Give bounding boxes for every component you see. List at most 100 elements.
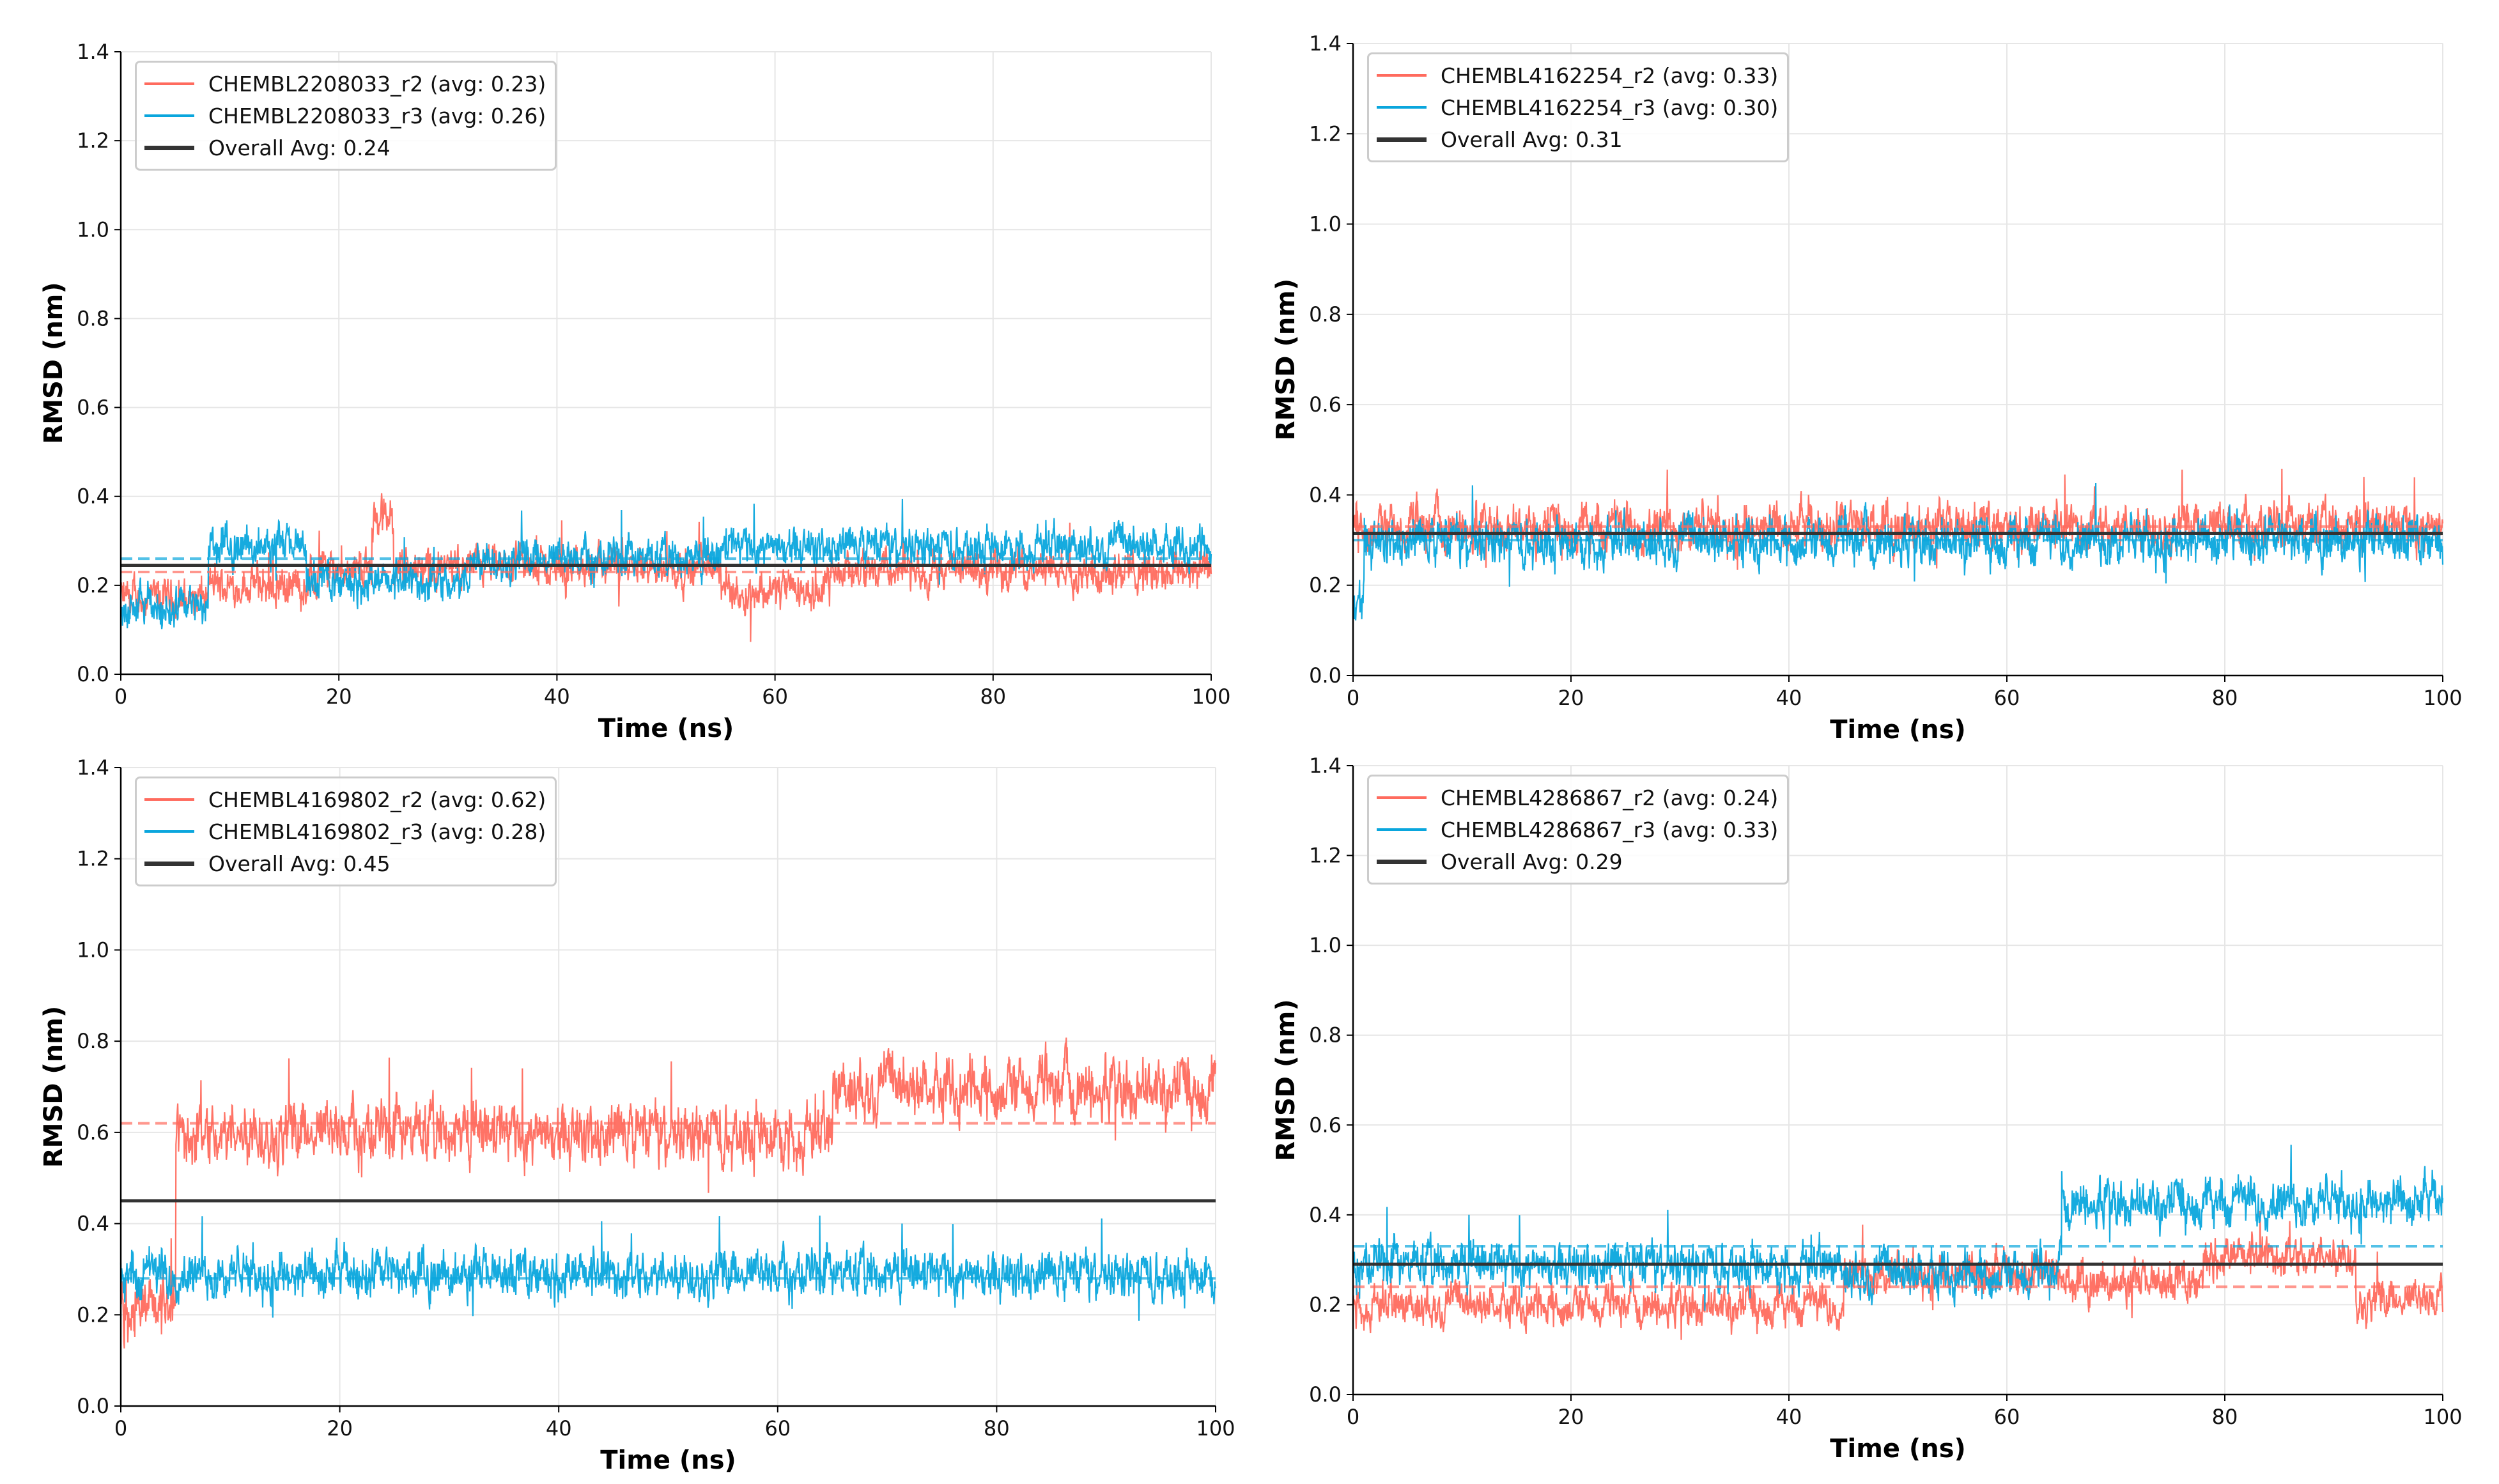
legend-item-r3: CHEMBL4286867_r3 (avg: 0.33) [1377,814,1778,846]
y-tick-label: 0.4 [77,1212,109,1236]
y-tick-label: 1.0 [1309,212,1342,236]
y-tick-label: 1.2 [77,128,109,153]
legend-swatch [1377,74,1427,77]
y-tick-label: 0.8 [1309,1023,1342,1047]
legend: CHEMBL2208033_r2 (avg: 0.23) CHEMBL220803… [135,61,557,171]
legend-label: Overall Avg: 0.31 [1441,127,1623,152]
x-tick-label: 80 [980,684,1006,709]
plot-area: 0.0 0.2 0.4 0.6 0.8 1.0 1.2 1.4 0 20 40 60 80 100 Time… [39,40,1231,743]
x-tick-label: 60 [762,684,788,709]
x-axis-label: Time (ns) [598,714,734,743]
x-tick-label: 0 [114,1416,127,1441]
series-line-r3 [1352,1145,2444,1311]
y-tick-label: 0.4 [1309,1203,1342,1227]
y-tick-label: 0.8 [1309,302,1342,327]
legend-item-r2: CHEMBL4169802_r2 (avg: 0.62) [144,784,546,815]
legend-swatch [1377,796,1427,799]
y-tick-label: 0.8 [77,1029,109,1053]
legend-label: Overall Avg: 0.24 [208,135,391,160]
plot-area: 0.0 0.2 0.4 0.6 0.8 1.0 1.2 1.4 0 20 40 60 80 100 Time… [39,755,1235,1475]
y-tick-label: 1.0 [77,217,109,242]
y-tick-label: 0.0 [77,1394,109,1418]
legend-item-overall-avg: Overall Avg: 0.24 [144,132,546,164]
legend-swatch [144,82,194,85]
legend-swatch [1377,859,1427,864]
legend-item-overall-avg: Overall Avg: 0.45 [144,847,546,879]
y-axis-label: RMSD (nm) [39,282,68,444]
legend: CHEMBL4162254_r2 (avg: 0.33) CHEMBL416225… [1367,52,1790,162]
legend-label: CHEMBL4169802_r2 (avg: 0.62) [208,787,546,812]
y-tick-label: 1.0 [77,938,109,962]
legend-label: Overall Avg: 0.45 [208,851,391,876]
x-tick-label: 80 [984,1416,1010,1441]
y-tick-label: 0.6 [1309,392,1342,417]
legend: CHEMBL4169802_r2 (avg: 0.62) CHEMBL416980… [135,777,557,886]
x-tick-label: 20 [1558,686,1584,710]
y-tick-label: 0.4 [77,484,109,509]
y-tick-label: 0.4 [1309,483,1342,507]
legend-label: CHEMBL4162254_r3 (avg: 0.30) [1441,95,1779,120]
y-tick-label: 0.6 [77,396,109,420]
legend-item-r3: CHEMBL2208033_r3 (avg: 0.26) [144,100,546,132]
series-line-r3 [120,1215,1217,1321]
x-tick-label: 20 [1558,1405,1584,1429]
x-tick-label: 100 [1191,684,1230,709]
x-axis-label: Time (ns) [1830,1434,1966,1464]
x-tick-label: 0 [1347,686,1359,710]
series-line-r2 [120,1037,1217,1349]
legend-label: CHEMBL4162254_r2 (avg: 0.33) [1441,63,1779,88]
chart-panel-3: 0.0 0.2 0.4 0.6 0.8 1.0 1.2 1.4 0 20 40 60 80 100 Time… [39,755,1235,1475]
y-tick-label: 0.0 [1309,663,1342,688]
legend-item-r2: CHEMBL4286867_r2 (avg: 0.24) [1377,782,1778,814]
x-tick-label: 40 [1776,1405,1802,1429]
legend-item-r3: CHEMBL4162254_r3 (avg: 0.30) [1377,91,1778,123]
y-tick-label: 0.2 [77,573,109,598]
y-tick-label: 0.8 [77,306,109,330]
x-axis-label: Time (ns) [1830,715,1966,745]
y-tick-label: 0.2 [1309,573,1342,598]
series-line-r3 [1352,483,2444,621]
legend-label: Overall Avg: 0.29 [1441,849,1623,874]
x-tick-label: 40 [1776,686,1802,710]
x-tick-label: 0 [114,684,127,709]
plot-area: 0.0 0.2 0.4 0.6 0.8 1.0 1.2 1.4 0 20 40 60 80 100 Time… [1271,31,2463,745]
y-tick-label: 1.2 [77,847,109,871]
x-axis-label: Time (ns) [600,1446,736,1475]
y-tick-label: 1.2 [1309,121,1342,146]
legend-label: CHEMBL4286867_r3 (avg: 0.33) [1441,817,1779,842]
legend-swatch [144,830,194,833]
y-tick-label: 0.2 [1309,1292,1342,1317]
legend-label: CHEMBL4286867_r2 (avg: 0.24) [1441,785,1779,810]
legend-item-overall-avg: Overall Avg: 0.29 [1377,846,1778,877]
x-tick-label: 60 [1994,686,2020,710]
legend-swatch [1377,106,1427,109]
y-axis-label: RMSD (nm) [1271,999,1301,1161]
legend-swatch [1377,828,1427,831]
x-tick-label: 40 [544,684,570,709]
x-tick-label: 20 [326,684,352,709]
x-tick-label: 100 [2423,1405,2462,1429]
x-tick-label: 20 [327,1416,353,1441]
x-tick-label: 40 [546,1416,572,1441]
y-tick-label: 0.6 [77,1120,109,1145]
y-tick-label: 0.2 [77,1302,109,1327]
legend-swatch [144,145,194,150]
y-tick-label: 0.0 [77,662,109,686]
legend-swatch [144,798,194,801]
y-tick-label: 0.0 [1309,1382,1342,1407]
legend-swatch [144,114,194,117]
x-tick-label: 80 [2212,686,2238,710]
legend-label: CHEMBL2208033_r2 (avg: 0.23) [208,71,546,97]
chart-panel-1: 0.0 0.2 0.4 0.6 0.8 1.0 1.2 1.4 0 20 40 60 80 100 Time… [39,40,1231,743]
x-tick-label: 60 [1994,1405,2020,1429]
y-tick-label: 1.4 [1309,754,1342,778]
y-tick-label: 0.6 [1309,1113,1342,1137]
legend: CHEMBL4286867_r2 (avg: 0.24) CHEMBL428686… [1367,775,1790,885]
legend-label: CHEMBL2208033_r3 (avg: 0.26) [208,103,546,128]
y-tick-label: 1.4 [77,40,109,64]
x-tick-label: 100 [1196,1416,1235,1441]
legend-label: CHEMBL4169802_r3 (avg: 0.28) [208,819,546,844]
y-axis-label: RMSD (nm) [1271,279,1301,440]
legend-item-overall-avg: Overall Avg: 0.31 [1377,123,1778,155]
y-tick-label: 1.0 [1309,933,1342,957]
